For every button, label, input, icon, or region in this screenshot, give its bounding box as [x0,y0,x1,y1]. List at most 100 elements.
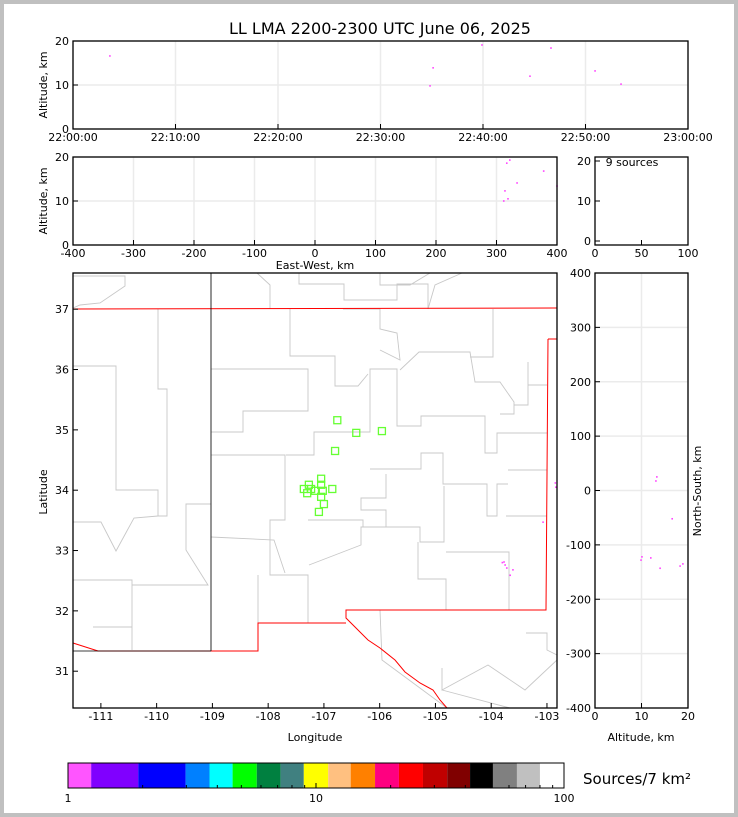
y-tick-label: -300 [566,648,591,661]
source-point [679,565,681,567]
y-tick-label: 300 [570,321,591,334]
y-tick-label: 0 [62,239,69,252]
county-border [343,308,401,361]
colorbar-segment [280,763,304,788]
colorbar-segment [185,763,210,788]
ns-height-xlabel: Altitude, km [607,731,674,744]
source-point [554,482,557,484]
x-tick-label: 0 [592,247,599,260]
plan-ylabel: Latitude [37,469,50,515]
y-tick-label: -400 [566,702,591,715]
colorbar-segment [138,763,186,788]
ns-height-ylabel: North-South, km [691,446,704,537]
x-tick-label: 100 [365,247,386,260]
y-tick-label: 200 [570,376,591,389]
station-marker [303,489,312,498]
station-marker [310,486,320,495]
source-point [641,556,643,558]
county-border [308,486,445,566]
county-border [73,579,133,650]
colorbar-segment [492,763,517,788]
county-border [289,309,369,387]
source-point [512,569,514,571]
figure-canvas [4,4,734,813]
colorbar-segment [422,763,448,788]
x-tick-label: -106 [367,710,392,723]
source-point [656,476,658,478]
x-tick-label: 0 [592,710,599,723]
colorbar-segment [232,763,257,788]
county-border [370,452,508,517]
source-point [504,564,506,566]
county-border [73,309,168,517]
county-border [526,632,558,656]
x-tick-label: -103 [534,710,559,723]
y-tick-label: 0 [584,235,591,248]
y-tick-label: -100 [566,539,591,552]
plan-view-panel: -111 -110 -109 -108 -107 -106 -105 -104 -103 31 32… [55,272,559,723]
source-point [542,170,545,172]
y-tick-label: 400 [570,267,591,280]
x-tick-label: 200 [426,247,447,260]
source-point [505,162,508,164]
county-border [308,474,387,528]
state-border-black [73,273,212,652]
y-tick-label: 0 [62,123,69,136]
colorbar-segment [398,763,423,788]
x-tick-label: 10 [635,710,649,723]
time-height-ylabel: Altitude, km [37,51,50,118]
station-marker [318,486,327,495]
y-tick-label: 32 [55,605,69,618]
source-point [650,557,652,559]
x-tick-label: -109 [200,710,225,723]
station-marker [352,428,361,438]
x-tick-label: 22:30:00 [356,131,405,144]
x-tick-label: -110 [144,710,169,723]
colorbar: 1 10 100 [65,762,575,805]
colorbar-label: Sources/7 km² [583,770,691,788]
source-point [432,67,434,69]
colorbar-segment [350,763,376,788]
x-tick-label: 50 [635,247,649,260]
x-tick-label: -400 [61,247,86,260]
y-tick-label: 20 [577,155,591,168]
y-tick-label: 33 [55,545,69,558]
county-border [256,272,271,309]
source-point [594,70,596,72]
x-tick-label: 22:20:00 [253,131,302,144]
x-tick-label: -111 [88,710,113,723]
source-point [620,83,622,85]
y-tick-label: 37 [55,303,69,316]
x-tick-label: 0 [312,247,319,260]
source-point [640,559,642,561]
source-point [502,200,505,202]
county-border [427,272,463,310]
border-red-south [72,622,346,652]
x-tick-label: 20 [681,710,695,723]
colorbar-tick-label: 10 [309,792,323,805]
altitude-histogram-panel: 0 50 100 0 10 20 [577,155,699,260]
ns-height-panel: 0 10 20 -400 -300 -200 -100 0 100 200 300 400 [566,267,695,723]
source-point [682,563,684,565]
source-point [655,480,657,482]
county-border [446,551,510,610]
county-border [399,351,515,415]
source-point [555,486,557,488]
y-tick-label: 34 [55,484,69,497]
colorbar-segment [375,763,399,788]
county-border [441,659,558,691]
ew-height-xlabel: East-West, km [276,259,354,272]
county-border [298,273,429,309]
source-point [671,517,673,520]
station-marker [304,480,314,489]
source-point [550,47,552,49]
x-tick-label: 22:00:00 [48,131,97,144]
y-tick-label: 36 [55,364,69,377]
y-tick-label: 10 [55,195,69,208]
y-tick-label: 10 [577,195,591,208]
source-point [529,75,531,77]
station-marker [330,446,340,456]
station-marker [377,426,387,436]
time-height-panel: 22:00:00 22:10:00 22:20:00 22:30:00 22:40:00… [48,35,712,144]
